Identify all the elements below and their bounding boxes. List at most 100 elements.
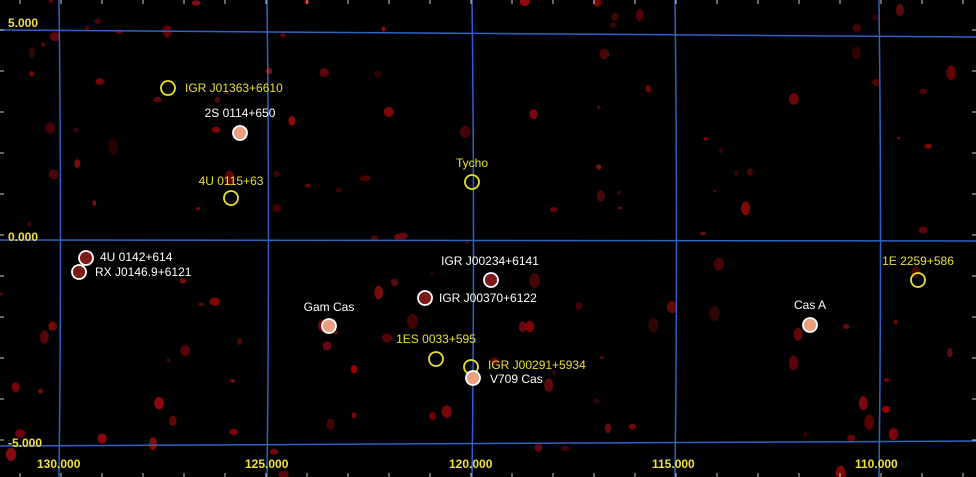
emission-blob xyxy=(391,279,398,286)
emission-blob xyxy=(154,97,162,102)
source-label: IGR J00234+6141 xyxy=(441,254,539,268)
emission-blob xyxy=(894,319,898,324)
emission-blob xyxy=(465,241,469,243)
emission-blob xyxy=(519,321,527,332)
emission-blob xyxy=(460,126,471,138)
emission-blob xyxy=(29,71,34,76)
emission-blob xyxy=(323,341,332,350)
emission-blob xyxy=(429,412,436,420)
emission-blob xyxy=(529,273,540,288)
emission-blob xyxy=(229,429,239,435)
source-label: IGR J00370+6122 xyxy=(439,291,537,305)
emission-blob xyxy=(266,68,273,75)
source-marker xyxy=(79,251,93,265)
emission-blob xyxy=(431,271,434,275)
x-axis-label: 120.000 xyxy=(449,457,493,471)
emission-blob xyxy=(597,105,600,109)
source-marker xyxy=(484,273,498,287)
emission-blob xyxy=(180,345,190,356)
x-axis-label: 125.000 xyxy=(245,457,289,471)
emission-blob xyxy=(180,278,186,283)
emission-blob xyxy=(646,85,651,93)
emission-blob xyxy=(85,26,89,30)
source-label: 2S 0114+650 xyxy=(205,106,276,120)
emission-blob xyxy=(789,355,799,370)
source-marker xyxy=(233,126,247,140)
emission-blob xyxy=(374,286,383,299)
emission-blob xyxy=(618,207,622,210)
emission-blob xyxy=(852,24,861,32)
emission-blob xyxy=(288,116,295,126)
source-label: 1E 2259+586 xyxy=(882,254,954,268)
emission-blob xyxy=(42,42,45,46)
source-marker xyxy=(466,371,480,385)
emission-blob xyxy=(550,207,558,212)
emission-blob xyxy=(38,389,43,394)
emission-blob xyxy=(374,70,381,78)
emission-blob xyxy=(215,97,220,103)
emission-blob xyxy=(360,175,370,181)
emission-blob xyxy=(709,306,719,321)
emission-blob xyxy=(274,171,280,177)
emission-blob xyxy=(534,443,542,452)
emission-blob xyxy=(648,318,658,333)
background xyxy=(0,0,976,477)
emission-blob xyxy=(167,358,170,362)
emission-blob xyxy=(719,148,723,153)
emission-blob xyxy=(804,433,807,437)
emission-blob xyxy=(326,419,334,430)
emission-blob xyxy=(529,109,538,119)
emission-blob xyxy=(747,169,753,176)
emission-blob xyxy=(636,9,644,21)
emission-blob xyxy=(28,47,35,58)
emission-blob xyxy=(351,365,358,373)
emission-blob xyxy=(919,89,927,95)
emission-blob xyxy=(889,428,899,440)
grid-line xyxy=(0,240,976,241)
emission-blob xyxy=(843,324,850,329)
emission-blob xyxy=(209,298,220,306)
emission-blob xyxy=(734,171,737,175)
emission-blob xyxy=(714,258,725,271)
emission-blob xyxy=(272,204,281,212)
emission-blob xyxy=(45,122,55,133)
source-label: Cas A xyxy=(794,298,826,312)
emission-blob xyxy=(896,4,904,16)
x-axis-label: 130.000 xyxy=(37,457,81,471)
emission-blob xyxy=(847,435,855,441)
emission-blob xyxy=(305,184,311,188)
emission-blob xyxy=(196,207,200,210)
emission-blob xyxy=(859,396,868,410)
emission-blob xyxy=(48,322,57,331)
y-axis-label: -5.000 xyxy=(8,436,42,450)
emission-blob xyxy=(852,46,861,59)
emission-blob xyxy=(384,107,394,117)
emission-blob xyxy=(230,379,235,382)
emission-blob xyxy=(96,78,104,84)
emission-blob xyxy=(741,202,750,215)
emission-blob xyxy=(597,190,605,202)
source-marker xyxy=(72,265,86,279)
emission-blob xyxy=(12,383,20,393)
emission-blob xyxy=(397,233,408,240)
source-label: Gam Cas xyxy=(304,300,355,314)
emission-blob xyxy=(199,302,205,306)
page: 130.000125.000120.000115.000110.0005.000… xyxy=(0,0,976,477)
emission-blob xyxy=(74,159,80,168)
source-label: 4U 0115+63 xyxy=(199,174,264,188)
x-axis-label: 110.000 xyxy=(855,457,898,471)
emission-blob xyxy=(667,301,677,313)
emission-blob xyxy=(92,200,96,206)
emission-blob xyxy=(336,188,342,192)
emission-blob xyxy=(700,232,706,236)
emission-blob xyxy=(192,0,200,5)
emission-blob xyxy=(382,333,393,342)
emission-blob xyxy=(154,397,164,409)
source-marker xyxy=(803,318,817,332)
emission-blob xyxy=(924,144,932,149)
emission-blob xyxy=(94,19,101,24)
emission-blob xyxy=(600,356,604,359)
emission-blob xyxy=(116,29,123,34)
emission-blob xyxy=(593,398,599,404)
emission-blob xyxy=(212,127,220,133)
